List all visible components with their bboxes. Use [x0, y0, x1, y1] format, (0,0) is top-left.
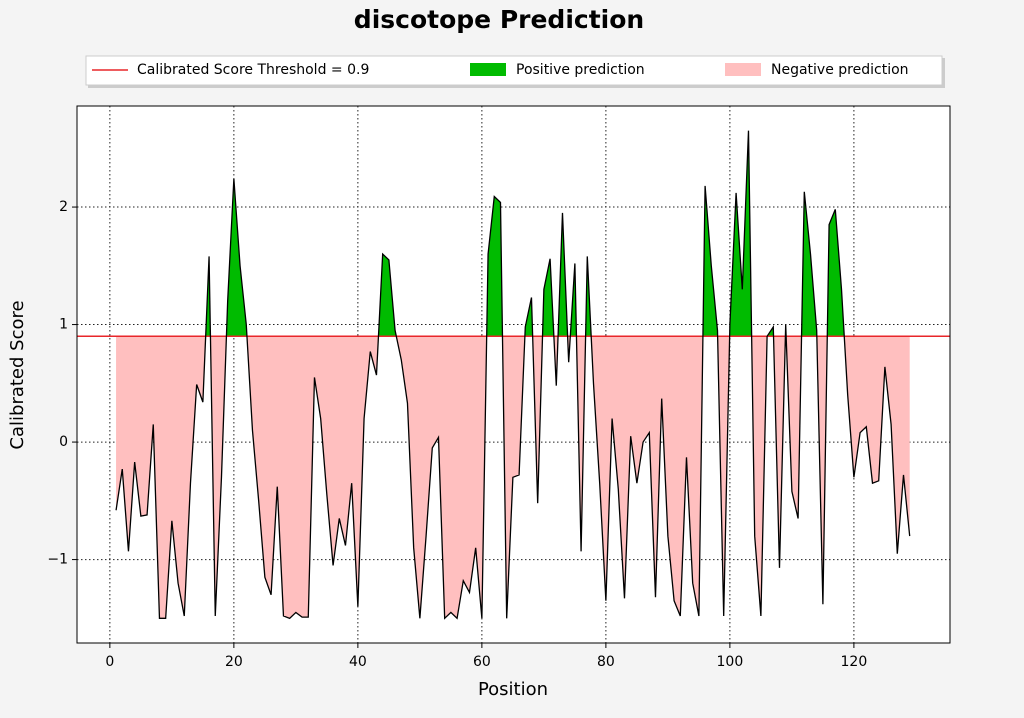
negative-area: [116, 336, 910, 619]
x-tick-label: 60: [473, 654, 491, 670]
x-tick-label: 80: [597, 654, 615, 670]
score-line: [115, 130, 911, 620]
y-tick-label: 1: [59, 317, 68, 333]
legend-label: Negative prediction: [771, 62, 909, 78]
chart-title: discotope Prediction: [354, 5, 644, 34]
legend: Calibrated Score Threshold = 0.9 Positive…: [85, 55, 945, 88]
legend-label: Positive prediction: [516, 62, 645, 78]
y-tick-label: 2: [59, 199, 68, 215]
y-axis-label: Calibrated Score: [7, 300, 28, 449]
legend-label: Calibrated Score Threshold = 0.9: [137, 62, 369, 78]
legend-swatch: [725, 63, 761, 76]
x-tick-label: 120: [841, 654, 868, 670]
plot-frame: [76, 105, 951, 644]
legend-box: [85, 55, 943, 86]
y-tick-label: 0: [59, 434, 68, 450]
legend-swatch: [470, 63, 506, 76]
y-tick-label: −1: [47, 552, 68, 568]
x-tick-label: 100: [717, 654, 744, 670]
x-tick-label: 40: [349, 654, 367, 670]
x-tick-label: 20: [225, 654, 243, 670]
x-axis-label: Position: [478, 679, 548, 700]
x-tick-label: 0: [105, 654, 114, 670]
